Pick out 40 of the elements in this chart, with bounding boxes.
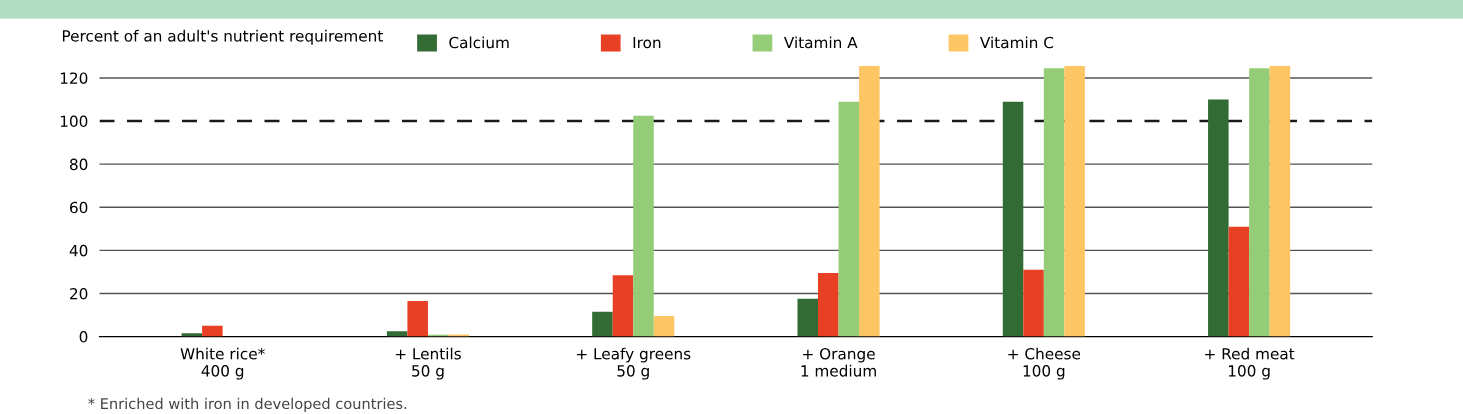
x-tick-label: + Red meat 100 g xyxy=(1205,347,1295,380)
bar xyxy=(1023,269,1044,337)
x-tick-label: + Leafy greens 50 g xyxy=(576,347,691,380)
y-tick-label: 0 xyxy=(79,331,88,343)
x-tick-label: + Orange 1 medium xyxy=(801,347,876,377)
bar xyxy=(1002,101,1024,337)
y-tick-label: 20 xyxy=(70,287,88,300)
bar xyxy=(448,334,470,337)
bar xyxy=(181,333,203,337)
y-tick-label: 120 xyxy=(60,72,88,84)
bar xyxy=(386,331,408,337)
y-tick-label: 100 xyxy=(60,115,88,128)
x-tick-label: + Lentils 50 g xyxy=(395,347,461,380)
bar xyxy=(633,115,654,337)
legend-label: Vitamin A xyxy=(783,36,858,49)
x-tick-label: + Cheese 100 g xyxy=(1008,347,1081,380)
bar xyxy=(1043,68,1065,337)
bar xyxy=(653,316,675,337)
legend-label: Vitamin C xyxy=(979,36,1054,49)
bar xyxy=(592,311,613,337)
text: * Enriched with iron in developed countries. xyxy=(88,397,407,412)
bar xyxy=(818,273,839,337)
y-tick-label: 40 xyxy=(69,244,88,257)
bar xyxy=(1208,99,1229,337)
bar xyxy=(1228,226,1250,337)
bar xyxy=(1064,66,1085,337)
bar xyxy=(859,66,880,337)
y-tick-label: 80 xyxy=(69,158,88,171)
x-tick-label: White rice* 400 g xyxy=(180,347,265,380)
legend-label: Iron xyxy=(633,36,661,49)
bar xyxy=(1249,68,1270,337)
bar xyxy=(407,301,428,337)
bar xyxy=(838,101,860,337)
bar xyxy=(797,298,819,337)
y-axis-title: Percent of an adult's nutrient requirement xyxy=(62,29,383,45)
bar xyxy=(1269,66,1291,337)
bar xyxy=(202,325,223,337)
y-tick-label: 60 xyxy=(70,201,88,214)
bar xyxy=(612,275,634,337)
legend-label: Calcium xyxy=(449,36,509,49)
